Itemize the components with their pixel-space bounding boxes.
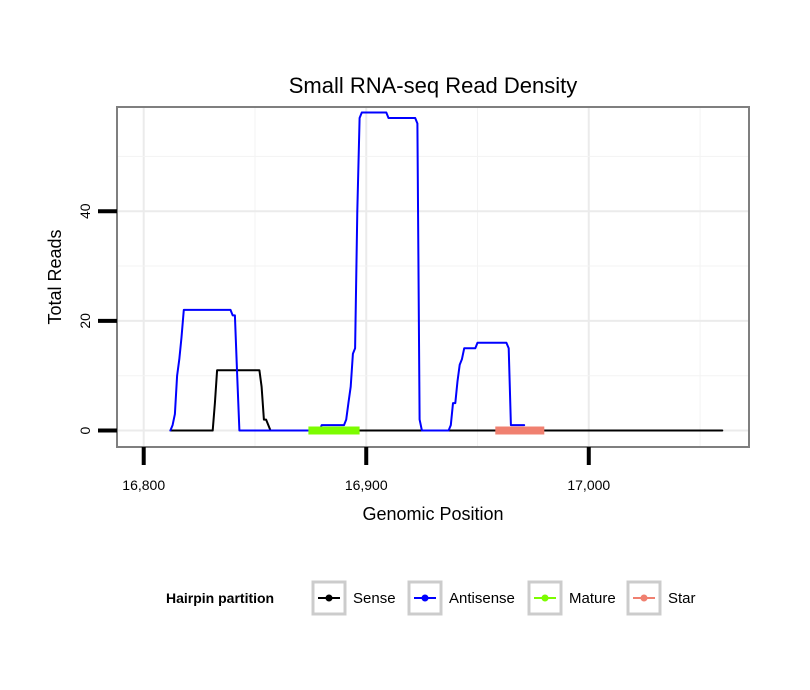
legend-key-dot [541, 594, 549, 602]
legend-key-dot [640, 594, 648, 602]
y-tick-label: 40 [77, 203, 93, 219]
y-axis: 0 20 40 [77, 203, 117, 434]
legend-items: Sense Antisense Mature Star [311, 580, 696, 616]
x-axis: 16,800 16,900 17,000 [122, 447, 610, 493]
y-tick-label: 0 [77, 426, 93, 434]
series-layer [169, 111, 724, 435]
series-line-antisense [169, 111, 526, 432]
x-tick-label: 16,900 [345, 477, 388, 493]
plot-border [116, 106, 750, 448]
legend: Hairpin partition Sense Antisense Mature St… [166, 580, 696, 616]
legend-label: Antisense [449, 590, 515, 607]
legend-title: Hairpin partition [166, 590, 274, 606]
plot-panel [117, 107, 749, 447]
legend-label: Mature [569, 590, 616, 607]
chart-title: Small RNA-seq Read Density [289, 73, 578, 98]
x-axis-label: Genomic Position [362, 504, 503, 524]
x-tick-label: 16,800 [122, 477, 165, 493]
y-tick-label: 20 [77, 313, 93, 329]
legend-label: Sense [353, 590, 396, 607]
y-axis-label: Total Reads [45, 229, 65, 324]
legend-label: Star [668, 590, 696, 607]
legend-key-dot [325, 594, 333, 602]
legend-key-dot [421, 594, 429, 602]
x-tick-label: 17,000 [567, 477, 610, 493]
